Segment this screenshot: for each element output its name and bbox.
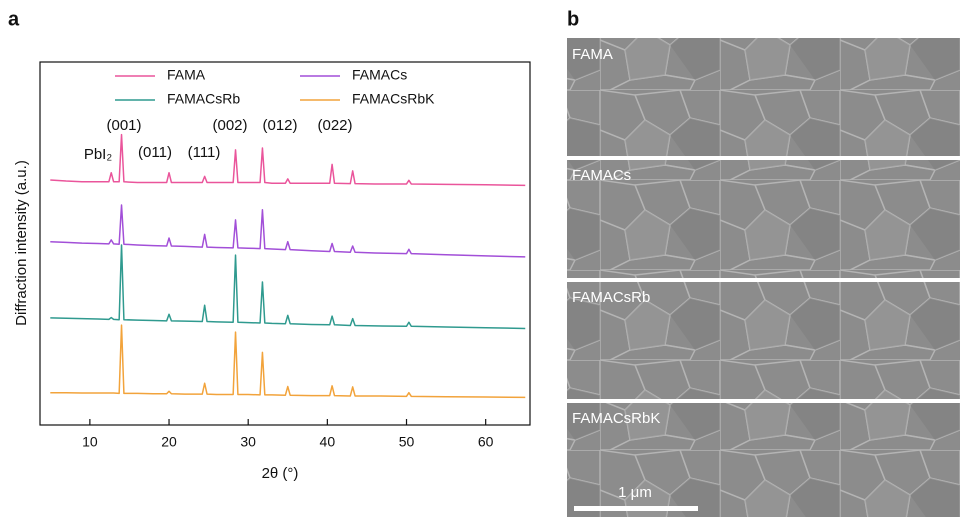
- legend-label: FAMA: [167, 67, 206, 83]
- series-line: [50, 204, 526, 258]
- peak-annotation: PbI₂: [84, 146, 113, 163]
- peak-annotation: (012): [262, 117, 297, 134]
- micrographs: FAMA FAMACs FAMACsRb FAMACsRbK 1 μm: [567, 38, 960, 517]
- x-axis-label: 2θ (°): [262, 465, 299, 482]
- series-line: [50, 133, 526, 187]
- x-tick-label: 30: [240, 434, 256, 450]
- scale-bar-label: 1 μm: [618, 484, 652, 501]
- scale-bar: [574, 506, 698, 511]
- legend-label: FAMACs: [352, 67, 407, 83]
- series-line: [50, 244, 526, 330]
- panel-label: a: [8, 8, 20, 30]
- sem-label: FAMA: [572, 46, 613, 63]
- series-line: [50, 324, 526, 399]
- sem-image: [567, 282, 960, 399]
- plot-frame: [39, 61, 531, 426]
- peak-annotation: (022): [317, 117, 352, 134]
- y-axis-label: Diffraction intensity (a.u.): [13, 160, 30, 326]
- sem-label: FAMACsRb: [572, 289, 650, 306]
- x-tick-label: 40: [320, 434, 336, 450]
- peak-annotation: (001): [106, 117, 141, 134]
- x-tick-label: 10: [82, 434, 98, 450]
- legend-label: FAMACsRb: [167, 91, 240, 107]
- legend-label: FAMACsRbK: [352, 91, 435, 107]
- x-tick-label: 20: [161, 434, 177, 450]
- peak-annotation: (111): [188, 144, 221, 161]
- sem-image: [567, 38, 960, 156]
- x-tick-label: 50: [399, 434, 415, 450]
- panel-label: b: [567, 8, 579, 30]
- peak-annotation: (011): [138, 144, 172, 161]
- x-tick-label: 60: [478, 434, 494, 450]
- sem-label: FAMACsRbK: [572, 410, 660, 427]
- sem-label: FAMACs: [572, 167, 631, 184]
- peak-annotation: (002): [212, 117, 247, 134]
- sem-image: [567, 160, 960, 278]
- sem-image: [567, 403, 960, 517]
